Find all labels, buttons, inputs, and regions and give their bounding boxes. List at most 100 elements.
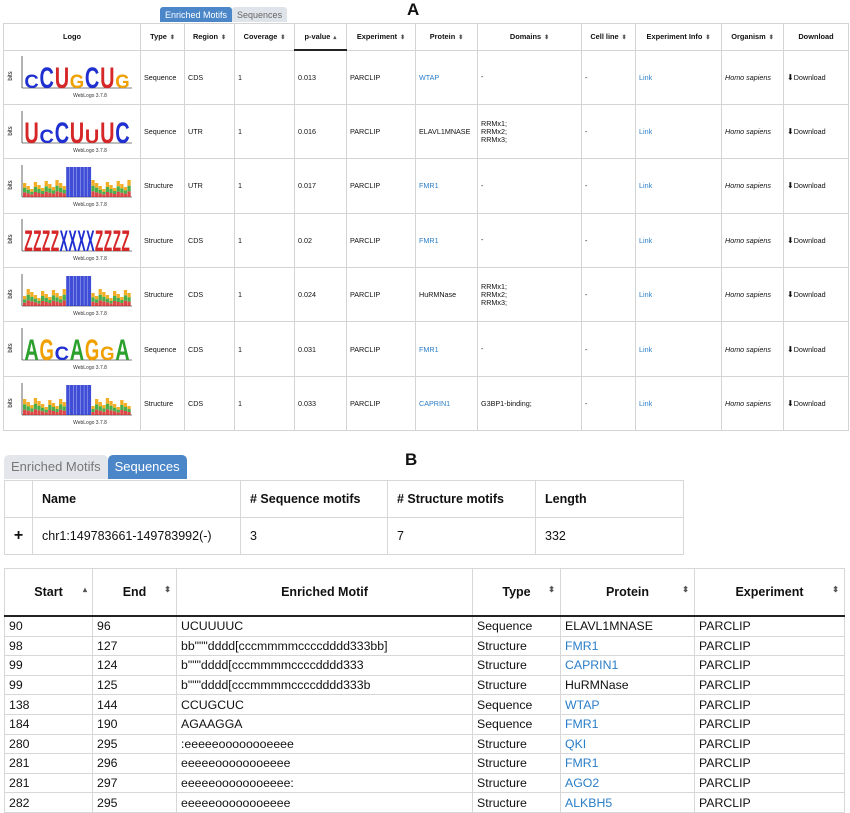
table-row: bits Z Z Z Z X X X X Z Z Z Z WebLogo 3.7.8 Structure CD… <box>3 212 849 269</box>
coverage: 1 <box>234 321 295 377</box>
tab-sequences[interactable]: Sequences <box>232 7 288 22</box>
tab-enriched-motifs[interactable]: Enriched Motifs <box>4 455 108 479</box>
organism: Homo sapiens <box>721 158 784 214</box>
domains: - <box>477 212 582 269</box>
cell-line: - <box>581 267 636 323</box>
column-header-end[interactable]: End ⬍ <box>92 568 177 617</box>
experiment-info-link[interactable]: Link <box>639 344 653 354</box>
experiment: PARCLIP <box>694 753 845 774</box>
column-header-experiment[interactable]: Experiment ⬍ <box>694 568 845 617</box>
protein-link[interactable]: FMR1 <box>565 638 599 653</box>
table-row: 98 127 bb"""dddd[cccmmmmccccdddd333bb] Stru… <box>4 635 845 657</box>
logo-cell: bits A G C A G G A WebLogo 3.7.8 <box>3 321 141 377</box>
motif-type: Sequence <box>472 694 561 715</box>
protein-link[interactable]: FMR1 <box>565 756 599 771</box>
column-header-domains[interactable]: Domains ⬍ <box>477 23 582 51</box>
cell-line: - <box>581 158 636 214</box>
protein-name: ELAVL1MNASE <box>565 619 653 634</box>
motif-end: 297 <box>92 772 177 794</box>
protein-link[interactable]: FMR1 <box>565 717 599 732</box>
protein-link[interactable]: AGO2 <box>565 776 600 791</box>
protein-link[interactable]: FMR1 <box>419 235 439 245</box>
column-header-enriched-motif[interactable]: Enriched Motif <box>176 568 473 617</box>
download-button[interactable]: ⬇Download <box>783 103 849 160</box>
protein-link[interactable]: WTAP <box>419 72 440 82</box>
sort-ascending-icon: ▴ <box>82 585 87 594</box>
coverage: 1 <box>234 49 295 105</box>
experiment-info-link[interactable]: Link <box>639 127 653 137</box>
svg-text:X: X <box>86 225 94 258</box>
download-button[interactable]: ⬇Download <box>783 267 849 323</box>
column-header-type[interactable]: Type ⬍ <box>472 568 561 617</box>
svg-text:C: C <box>40 127 55 148</box>
column-header-coverage[interactable]: Coverage ⬍ <box>234 23 295 51</box>
protein-link[interactable]: WTAP <box>565 697 600 712</box>
column-header-pvalue[interactable]: p-value ▴ <box>294 23 347 51</box>
column-header-type[interactable]: Type ⬍ <box>140 23 185 51</box>
protein-link[interactable]: QKI <box>565 736 587 751</box>
table-header-row: Name # Sequence motifs # Structure motif… <box>4 480 684 518</box>
table-row[interactable]: + chr1:149783661-149783992(-) 3 7 332 <box>4 517 684 555</box>
column-header-experiment[interactable]: Experiment ⬍ <box>346 23 416 51</box>
experiment-info-link[interactable]: Link <box>639 72 653 82</box>
svg-text:WebLogo 3.7.8: WebLogo 3.7.8 <box>73 202 107 208</box>
svg-text:X: X <box>68 225 76 258</box>
protein-link[interactable]: CAPRIN1 <box>419 399 451 409</box>
download-button[interactable]: ⬇Download <box>783 375 849 432</box>
domain-item: RRMx3; <box>481 134 507 144</box>
table-row: 281 296 eeeeeoooooooeeee Structure FMR1 PARCL… <box>4 753 845 774</box>
experiment: PARCLIP <box>346 267 416 323</box>
protein-link[interactable]: FMR1 <box>419 344 439 354</box>
download-button[interactable]: ⬇Download <box>783 321 849 377</box>
download-label: Download <box>793 399 826 409</box>
tab-enriched-motifs[interactable]: Enriched Motifs <box>160 7 233 22</box>
sequence-logo-image: bits WebLogo 3.7.8 <box>8 382 132 426</box>
table-row: 184 190 AGAAGGA Sequence FMR1 PARCLIP <box>4 713 845 735</box>
sequence-logo-image: bits WebLogo 3.7.8 <box>8 273 132 317</box>
motif-type: Sequence <box>140 103 185 160</box>
experiment-info-link[interactable]: Link <box>639 399 653 409</box>
column-header-protein[interactable]: Protein ⬍ <box>415 23 478 51</box>
domains: - <box>477 158 582 214</box>
experiment: PARCLIP <box>694 635 845 657</box>
tab-sequences[interactable]: Sequences <box>107 455 187 479</box>
table-header-row: Start ▴ End ⬍ Enriched Motif Type ⬍ Protein… <box>4 568 845 617</box>
download-button[interactable]: ⬇Download <box>783 212 849 269</box>
domains: G3BP1-binding; <box>477 375 582 432</box>
coverage: 1 <box>234 212 295 269</box>
table-row: bits U C C U U U C WebLogo 3.7.8 Sequence UTR 1 0.01… <box>3 103 849 160</box>
download-button[interactable]: ⬇Download <box>783 158 849 214</box>
svg-text:WebLogo 3.7.8: WebLogo 3.7.8 <box>73 365 107 371</box>
svg-text:bits: bits <box>8 398 14 407</box>
svg-text:C: C <box>55 117 69 150</box>
column-header-protein[interactable]: Protein ⬍ <box>560 568 695 617</box>
download-button[interactable]: ⬇Download <box>783 49 849 105</box>
experiment: PARCLIP <box>694 792 845 813</box>
region: CDS <box>184 212 235 269</box>
experiment-info-link[interactable]: Link <box>639 290 653 300</box>
organism: Homo sapiens <box>721 49 784 105</box>
domain-item: RRMx3; <box>481 297 507 307</box>
motif-start: 184 <box>4 713 93 735</box>
column-header-cell-line[interactable]: Cell line ⬍ <box>581 23 636 51</box>
experiment-info-link[interactable]: Link <box>639 181 653 191</box>
domains: - <box>477 49 582 105</box>
motif-start: 99 <box>4 655 93 676</box>
protein-link[interactable]: FMR1 <box>419 181 439 191</box>
column-header-experiment-info[interactable]: Experiment Info ⬍ <box>635 23 722 51</box>
expand-plus-icon[interactable]: + <box>4 517 33 555</box>
motif-type: Structure <box>140 212 185 269</box>
column-header-start[interactable]: Start ▴ <box>4 568 93 617</box>
sort-icon: ⬍ <box>169 35 175 42</box>
experiment-info-link[interactable]: Link <box>639 235 653 245</box>
protein-link[interactable]: CAPRIN1 <box>565 658 619 673</box>
sort-icon: ⬍ <box>621 35 627 42</box>
region: CDS <box>184 321 235 377</box>
column-header-organism[interactable]: Organism ⬍ <box>721 23 784 51</box>
svg-text:Z: Z <box>121 225 129 258</box>
enriched-motif: bb"""dddd[cccmmmmccccdddd333bb] <box>176 635 473 657</box>
protein-link[interactable]: ALKBH5 <box>565 795 613 810</box>
column-header-region[interactable]: Region ⬍ <box>184 23 235 51</box>
